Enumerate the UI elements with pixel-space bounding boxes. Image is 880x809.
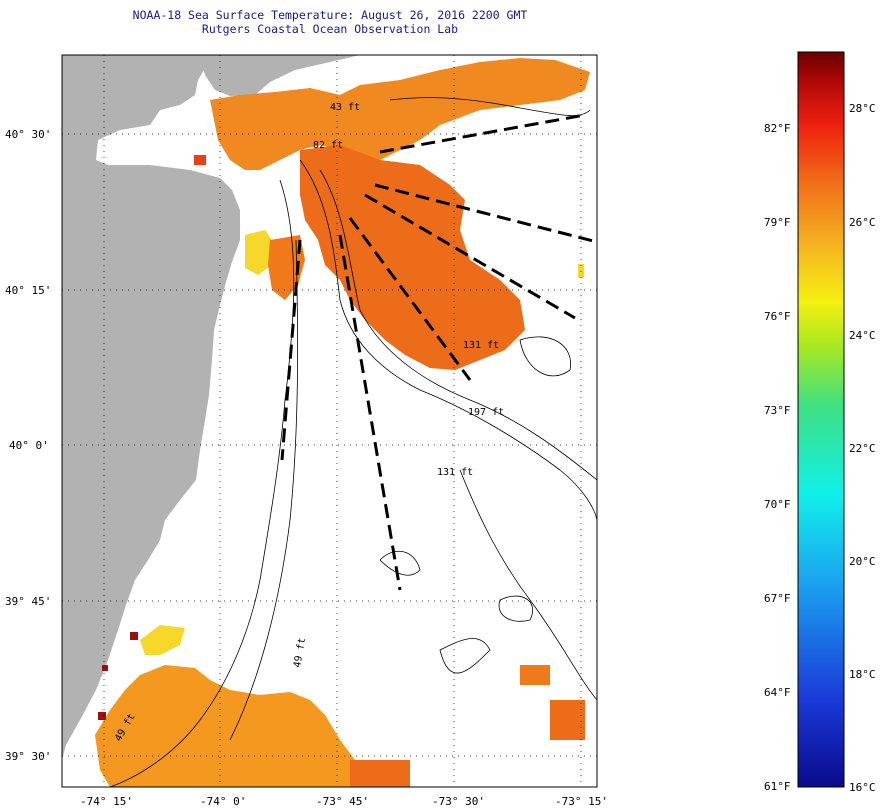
cb-f-61: 61°F (764, 780, 791, 793)
depth-label-82ft: 82 ft (313, 140, 343, 151)
sst-patch-south-yellow (140, 625, 185, 655)
cb-f-67: 67°F (764, 592, 791, 605)
lat-label-39-30: 39° 30' (5, 750, 51, 763)
cb-c-18: 18°C (849, 668, 876, 681)
lat-label-40-00: 40° 0' (9, 439, 49, 452)
lon-label-74-15: -74° 15' (80, 795, 133, 808)
transect-lines (280, 113, 597, 591)
cb-f-73: 73°F (764, 404, 791, 417)
depth-contours (109, 97, 597, 787)
cb-f-64: 64°F (764, 686, 791, 699)
cb-c-22: 22°C (849, 442, 876, 455)
cb-f-79: 79°F (764, 216, 791, 229)
depth-label-43ft: 43 ft (330, 102, 360, 113)
sst-pixel-1 (194, 155, 206, 165)
cb-c-28: 28°C (849, 102, 876, 115)
lat-label-40-15: 40° 15' (5, 284, 51, 297)
lon-label-73-30: -73° 30' (432, 795, 485, 808)
land-long-island (200, 55, 360, 96)
cb-c-26: 26°C (849, 216, 876, 229)
colorbar (797, 51, 845, 788)
map-subtitle: Rutgers Coastal Ocean Observation Lab (201, 22, 459, 36)
map-frame (61, 54, 598, 788)
depth-label-197ft: 197 ft (468, 407, 504, 418)
grid-lines (62, 55, 597, 787)
sst-patch-south (95, 665, 365, 787)
cb-f-82: 82°F (764, 122, 791, 135)
cb-c-24: 24°C (849, 329, 876, 342)
map-title: NOAA-18 Sea Surface Temperature: August … (132, 8, 528, 22)
sst-pixel-red-1 (130, 632, 138, 640)
lon-label-74-00: -74° 0' (200, 795, 246, 808)
cb-f-76: 76°F (764, 310, 791, 323)
lon-label-73-45: -73° 45' (316, 795, 369, 808)
sst-patch-north (210, 58, 590, 170)
sst-patch-se (550, 700, 585, 740)
land-new-jersey (62, 55, 240, 760)
cb-c-16: 16°C (849, 781, 876, 794)
sst-patch-se-2 (520, 665, 550, 685)
sst-patch-south-2 (350, 760, 410, 787)
sst-pixel-red-2 (98, 712, 106, 720)
depth-label-49ft-a: 49 ft (292, 637, 308, 669)
land-nw (62, 55, 122, 95)
sst-patch-yellow-inlet (245, 230, 275, 275)
lat-label-40-30: 40° 30' (5, 128, 51, 141)
cb-c-20: 20°C (849, 555, 876, 568)
lat-label-39-45: 39° 45' (5, 595, 51, 608)
sst-patch-center (300, 145, 525, 370)
depth-label-131ft-a: 131 ft (463, 340, 499, 351)
sst-pixel-red-3 (102, 665, 108, 671)
cb-f-70: 70°F (764, 498, 791, 511)
lon-label-73-15: -73° 15' (555, 795, 608, 808)
depth-label-131ft-b: 131 ft (437, 467, 473, 478)
